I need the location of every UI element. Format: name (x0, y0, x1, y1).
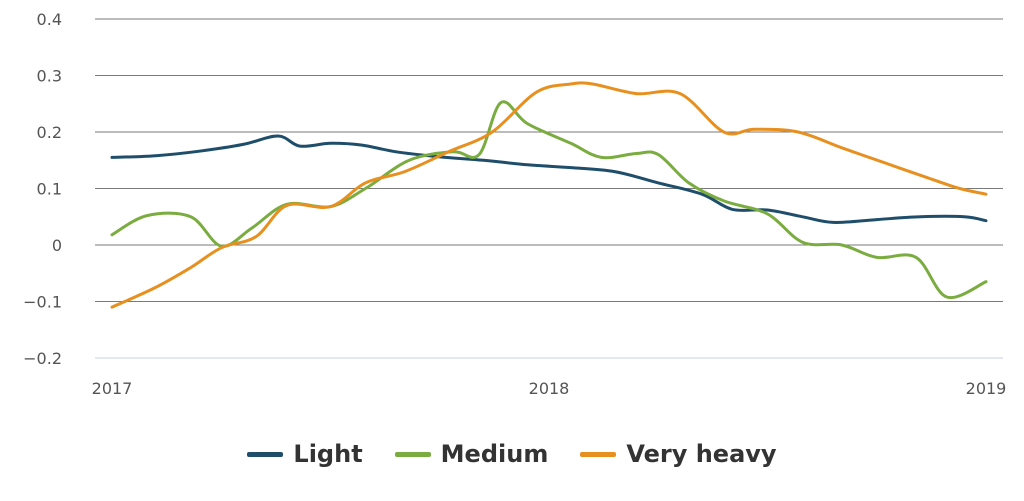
legend-label-light: Light (293, 440, 363, 468)
x-tick-label: 2019 (966, 379, 1007, 398)
legend-item-very-heavy: Very heavy (580, 440, 777, 468)
legend-swatch-light (247, 451, 284, 457)
y-tick-label: 0 (52, 236, 62, 255)
series-line-medium (110, 100, 988, 300)
legend-swatch-medium (394, 451, 431, 457)
y-tick-label: 0.3 (37, 67, 62, 86)
series-line-light (110, 134, 988, 224)
y-tick-label: −0.1 (23, 293, 62, 312)
legend-item-medium: Medium (394, 440, 549, 468)
y-axis-tick-labels: 0.4 0.3 0.2 0.1 0 −0.1 −0.2 (23, 10, 62, 368)
series-lines (110, 81, 988, 309)
line-chart: 0.4 0.3 0.2 0.1 0 −0.1 −0.2 2017 2018 2019 (23, 10, 1007, 398)
y-tick-label: −0.2 (23, 349, 62, 368)
legend-label-very-heavy: Very heavy (626, 440, 777, 468)
x-axis-tick-labels: 2017 2018 2019 (92, 379, 1007, 398)
x-tick-label: 2018 (529, 379, 570, 398)
x-tick-label: 2017 (92, 379, 133, 398)
legend-item-light: Light (247, 440, 363, 468)
gridlines (95, 18, 1003, 359)
y-tick-label: 0.4 (37, 10, 62, 29)
series-line-very-heavy (110, 81, 988, 309)
y-tick-label: 0.1 (37, 180, 62, 199)
legend-label-medium: Medium (440, 440, 549, 468)
legend-swatch-very-heavy (580, 451, 617, 457)
y-tick-label: 0.2 (37, 123, 62, 142)
legend: Light Medium Very heavy (0, 440, 1024, 468)
